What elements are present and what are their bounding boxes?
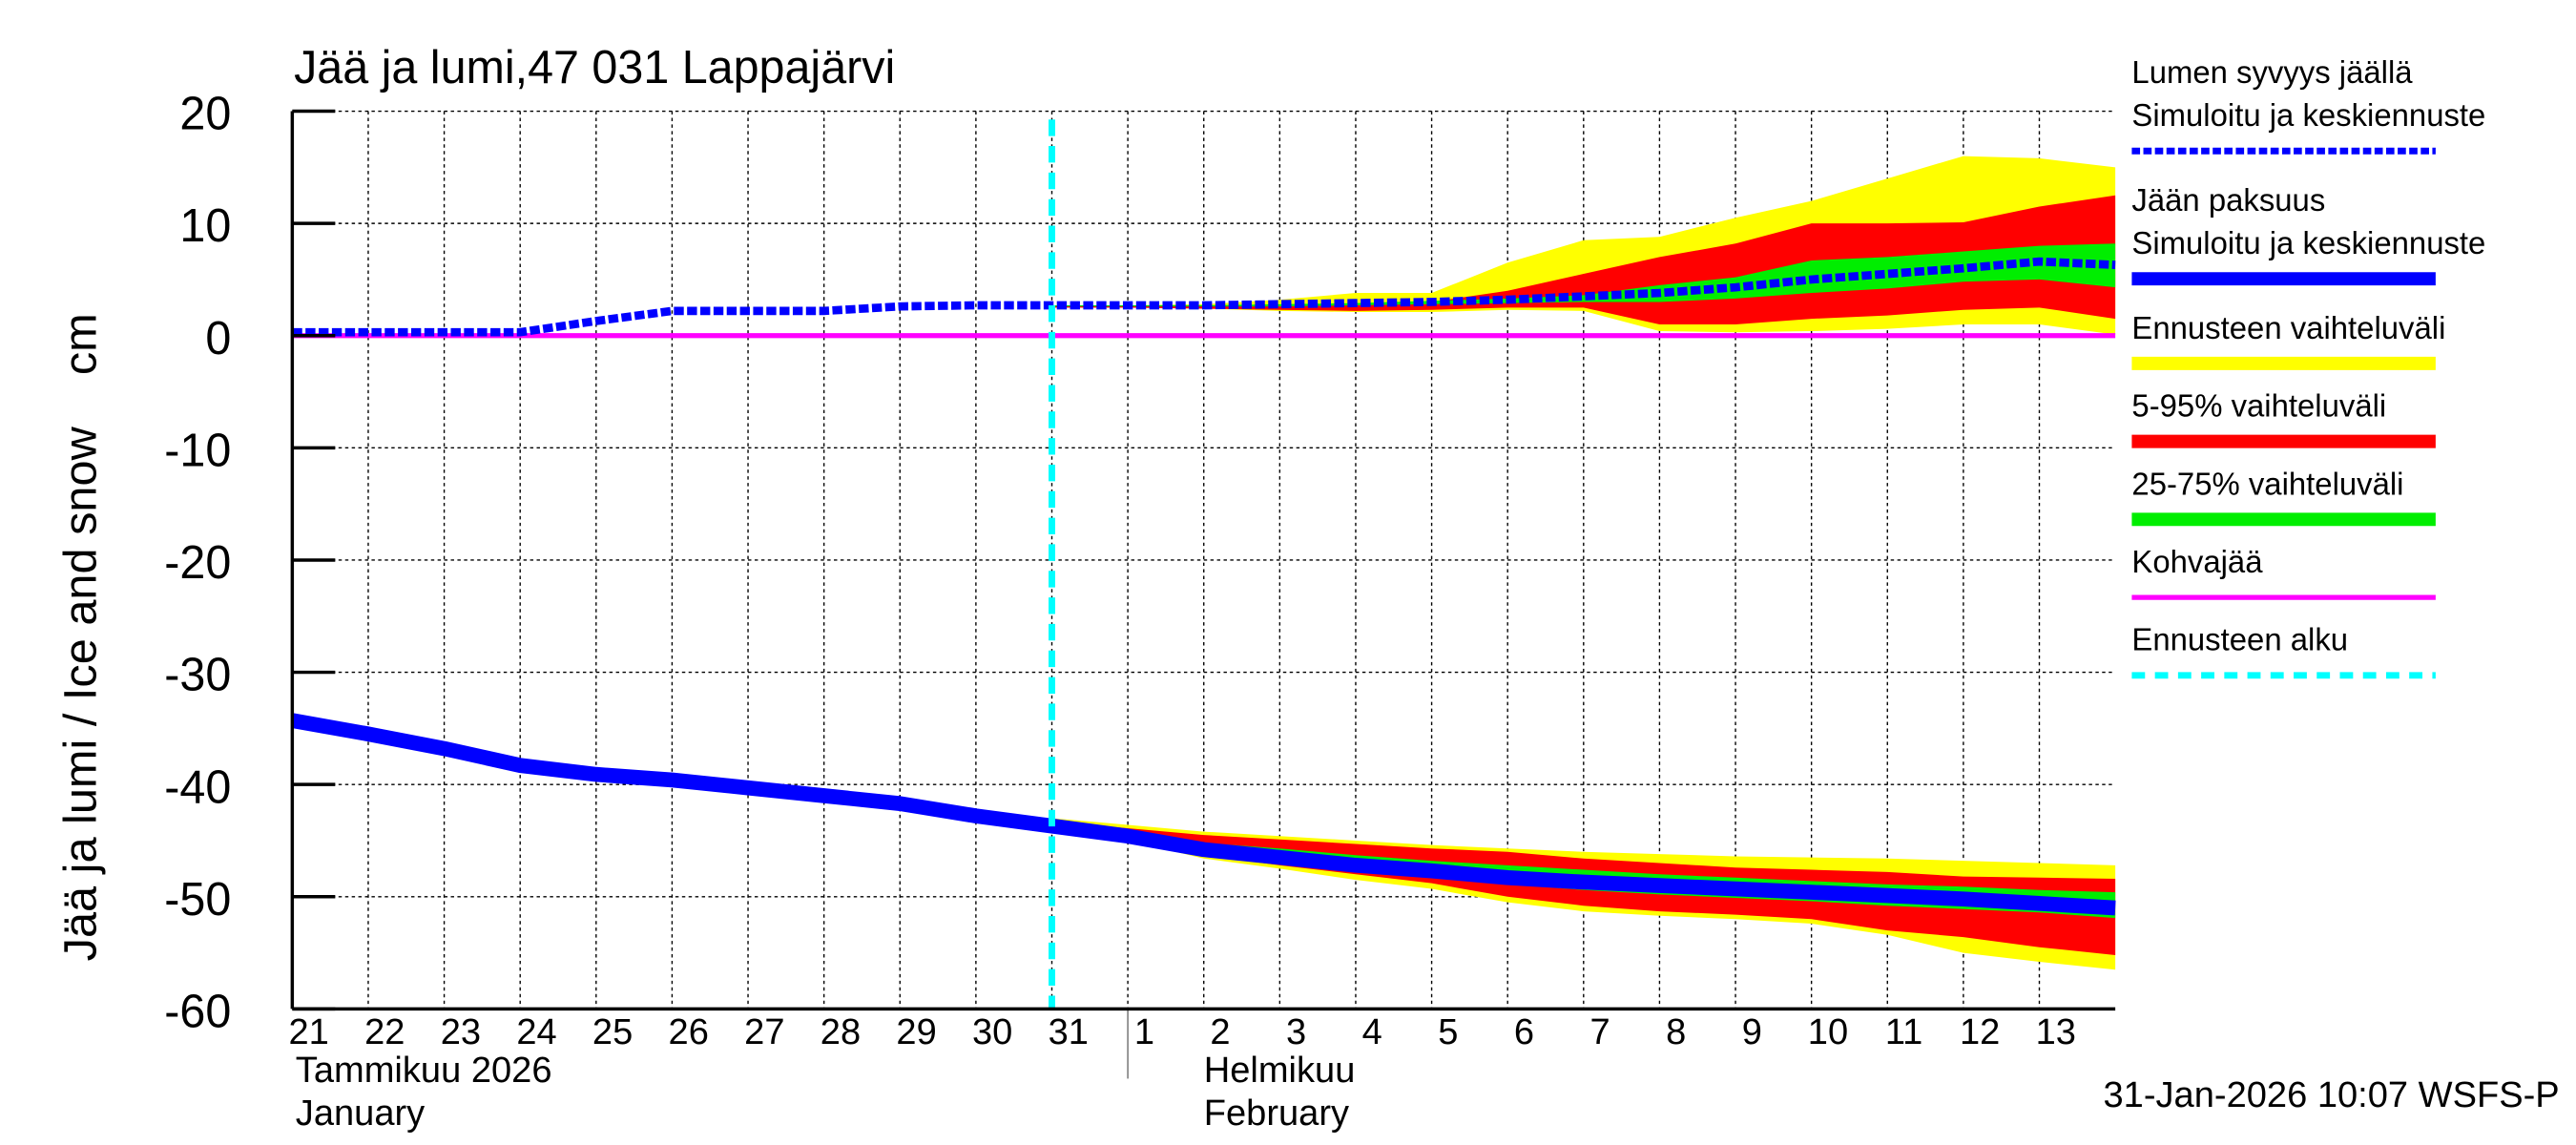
legend-label: Jään paksuus (2131, 182, 2325, 218)
legend-label: 5-95% vaihteluväli (2131, 387, 2386, 423)
month-label-fi: Helmikuu (1204, 1050, 1356, 1091)
y-axis-label: Jää ja lumi / Ice and snow cm (54, 313, 106, 961)
x-tick-label: 7 (1590, 1011, 1610, 1052)
legend-label: Simuloitu ja keskiennuste (2131, 225, 2485, 260)
x-tick-label: 6 (1514, 1011, 1534, 1052)
y-tick-label: -40 (164, 761, 231, 813)
legend-label: Lumen syvyys jäällä (2131, 54, 2413, 90)
x-tick-label: 23 (441, 1011, 481, 1052)
x-tick-label: 27 (744, 1011, 784, 1052)
x-tick-label: 22 (364, 1011, 405, 1052)
band-snow (1051, 195, 2116, 324)
x-tick-label: 11 (1885, 1011, 1923, 1052)
y-tick-label: -10 (164, 425, 231, 476)
x-tick-label: 5 (1438, 1011, 1458, 1052)
x-tick-label: 1 (1134, 1011, 1154, 1052)
y-tick-label: 10 (179, 200, 231, 252)
legend: Lumen syvyys jäällä Simuloitu ja keskienn… (2131, 54, 2485, 679)
legend-label: Ennusteen vaihteluväli (2131, 310, 2445, 345)
x-tick-label: 29 (896, 1011, 936, 1052)
month-label-fi: Tammikuu 2026 (296, 1050, 552, 1091)
x-tick-label: 25 (592, 1011, 633, 1052)
legend-label: 25-75% vaihteluväli (2131, 466, 2403, 501)
x-tick-label: 13 (2036, 1011, 2076, 1052)
y-tick-label: -30 (164, 650, 231, 701)
y-tick-label: -50 (164, 874, 231, 926)
legend-label: Ennusteen alku (2131, 622, 2348, 657)
x-tick-label: 28 (821, 1011, 861, 1052)
y-tick-label: -20 (164, 537, 231, 589)
legend-label: Simuloitu ja keskiennuste (2131, 97, 2485, 133)
x-tick-label: 4 (1362, 1011, 1382, 1052)
legend-label: Kohvajää (2131, 544, 2263, 579)
y-tick-label: -60 (164, 986, 231, 1037)
y-tick-label: 20 (179, 89, 231, 140)
month-label-en: February (1204, 1093, 1349, 1134)
x-tick-label: 12 (1960, 1011, 2000, 1052)
x-tick-label: 26 (669, 1011, 709, 1052)
series-lines (290, 119, 2116, 1010)
snow-depth-line (292, 257, 2116, 337)
x-tick-label: 2 (1210, 1011, 1230, 1052)
x-tick-label: 10 (1808, 1011, 1848, 1052)
x-tick-label: 31 (1049, 1011, 1089, 1052)
x-tick-label: 8 (1666, 1011, 1686, 1052)
chart-title: Jää ja lumi,47 031 Lappajärvi (294, 42, 895, 94)
x-tick-label: 9 (1742, 1011, 1762, 1052)
x-tick-label: 24 (516, 1011, 556, 1052)
y-tick-label: 0 (205, 313, 231, 364)
footer-timestamp: 31-Jan-2026 10:07 WSFS-P (2104, 1074, 2560, 1115)
band-snow (1051, 243, 2116, 307)
x-tick-label: 30 (972, 1011, 1012, 1052)
x-tick-label: 3 (1286, 1011, 1306, 1052)
month-label-en: January (296, 1093, 425, 1134)
ice-thickness-line (290, 713, 2116, 916)
x-tick-label: 21 (288, 1011, 328, 1052)
